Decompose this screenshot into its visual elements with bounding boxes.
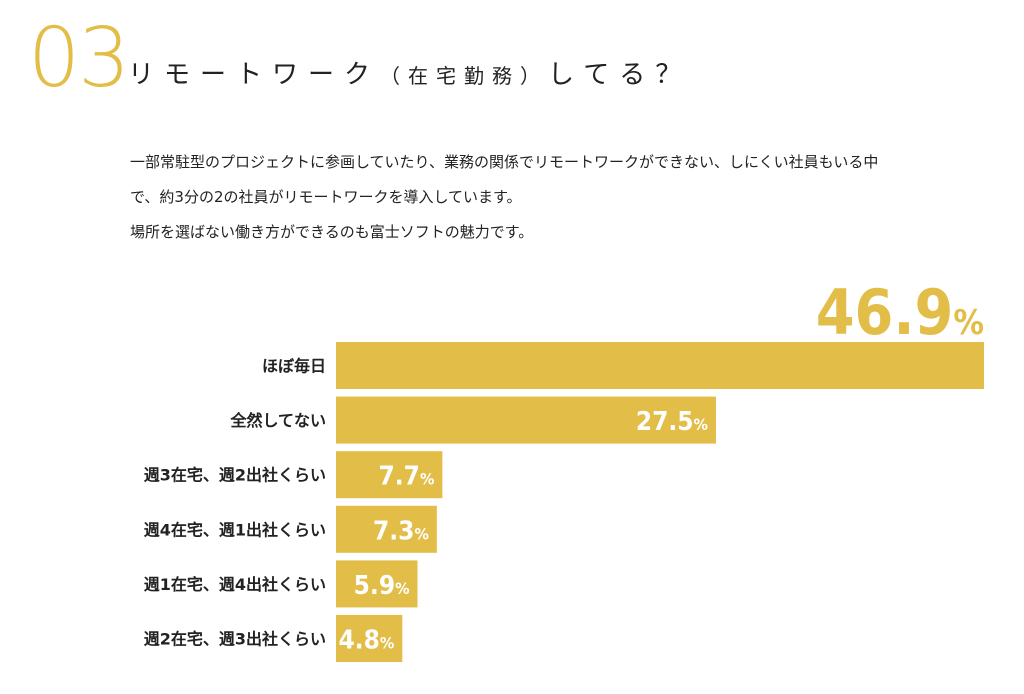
category-label: 全然してない	[229, 411, 326, 430]
category-label: 週1在宅、週4出社くらい	[144, 575, 326, 594]
bar	[336, 451, 443, 499]
bar	[336, 615, 403, 662]
description-line: 場所を選ばない働き方ができるのも富士ソフトの魅力です。	[130, 223, 534, 241]
title-paren: （在宅勤務）	[380, 64, 549, 88]
percent-unit: %	[420, 470, 434, 489]
description: 一部常駐型のプロジェクトに参画していたり、業務の関係でリモートワークができない、…	[130, 145, 990, 250]
title-main: リモートワーク	[128, 60, 381, 90]
section-number: 03	[28, 11, 130, 106]
section-title: リモートワーク（在宅勤務）してる？	[128, 54, 691, 91]
bar	[336, 560, 418, 608]
description-line: で、約3分の2の社員がリモートワークを導入しています。	[130, 188, 522, 206]
bar	[336, 342, 984, 389]
percent-unit: %	[953, 303, 984, 343]
percent-unit: %	[380, 634, 394, 653]
bar	[336, 505, 437, 553]
bar	[336, 396, 716, 444]
title-tail: してる？	[548, 60, 692, 90]
description-line: 一部常駐型のプロジェクトに参画していたり、業務の関係でリモートワークができない、…	[130, 153, 879, 171]
category-label: 週3在宅、週2出社くらい	[144, 466, 326, 485]
value-label: 5.9%	[354, 571, 410, 601]
value-label: 46.9%	[816, 276, 984, 349]
percent-unit: %	[694, 415, 708, 434]
category-label: ほぼ毎日	[262, 357, 326, 376]
category-label: 週4在宅、週1出社くらい	[144, 520, 326, 539]
percent-unit: %	[414, 524, 428, 543]
percent-unit: %	[395, 579, 409, 598]
category-label: 週2在宅、週3出社くらい	[144, 630, 326, 649]
